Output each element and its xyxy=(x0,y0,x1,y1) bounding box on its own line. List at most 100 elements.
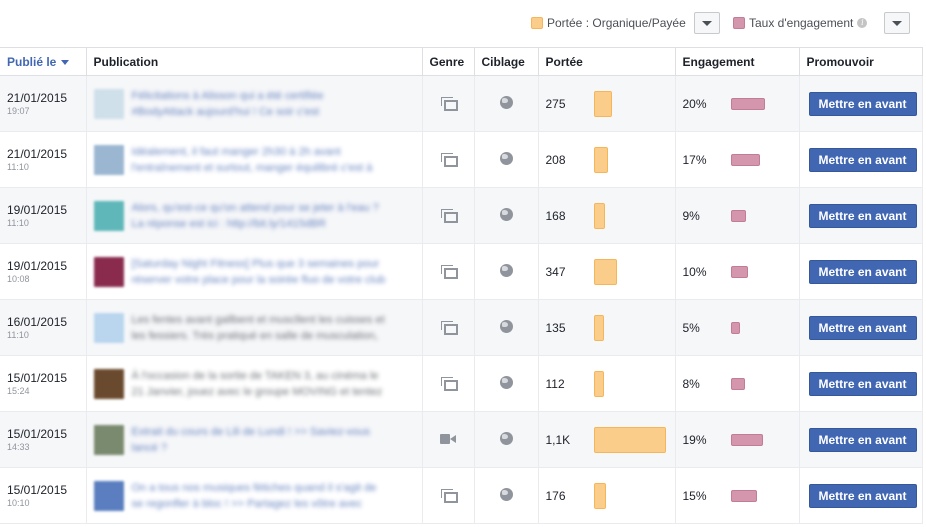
globe-icon xyxy=(499,207,513,221)
post-thumbnail[interactable] xyxy=(93,88,124,119)
post-thumbnail[interactable] xyxy=(93,368,124,399)
reach-value: 275 xyxy=(545,96,566,111)
post-text-line: #BodyAttack aujourd'hui ! Ce soir c'est xyxy=(131,105,320,118)
publication-cell[interactable]: Les fentes avant gallbent et muscllent l… xyxy=(86,299,423,356)
post-date: 15/01/2015 xyxy=(7,482,68,497)
reach-cell: 275 xyxy=(538,75,676,132)
publication-cell[interactable]: Extrait du cours de Lili de Lundi ! >> S… xyxy=(86,411,423,468)
post-text[interactable]: [Saturday Night Fitness] Plus que 3 sema… xyxy=(132,256,412,288)
reach-bar xyxy=(593,146,608,173)
column-published[interactable]: Publié le xyxy=(0,47,87,76)
globe-icon xyxy=(499,319,513,333)
post-date: 19/01/2015 xyxy=(7,202,68,217)
post-date: 15/01/2015 xyxy=(7,370,68,385)
promote-button[interactable]: Mettre en avant xyxy=(808,147,917,172)
engagement-swatch xyxy=(733,17,745,29)
promote-button[interactable]: Mettre en avant xyxy=(808,371,917,396)
table-row[interactable]: 15/01/2015 10:10 On a tous nos musiques … xyxy=(0,467,923,524)
column-publication[interactable]: Publication xyxy=(86,47,423,76)
engagement-bar xyxy=(730,265,748,278)
targeting-cell xyxy=(474,467,539,524)
post-thumbnail[interactable] xyxy=(93,312,124,343)
published-cell: 21/01/2015 11:10 xyxy=(0,131,87,188)
engagement-bar xyxy=(730,209,746,222)
post-time: 15:24 xyxy=(7,385,30,396)
genre-cell xyxy=(422,355,475,412)
post-text[interactable]: Alors, qu'est-ce qu'on attend pour se je… xyxy=(132,200,412,232)
column-reach[interactable]: Portée xyxy=(538,47,676,76)
promote-button[interactable]: Mettre en avant xyxy=(808,259,917,284)
promote-cell: Mettre en avant xyxy=(799,187,923,244)
post-thumbnail[interactable] xyxy=(93,144,124,175)
post-date: 21/01/2015 xyxy=(7,90,68,105)
engagement-value: 9% xyxy=(682,208,700,223)
engagement-bar xyxy=(730,321,740,334)
reach-value: 168 xyxy=(545,208,566,223)
post-icon xyxy=(441,264,458,279)
reach-legend: Portée : Organique/Payée xyxy=(531,16,686,30)
reach-dropdown-button[interactable] xyxy=(694,12,720,34)
table-row[interactable]: 15/01/2015 14:33 Extrait du cours de Lil… xyxy=(0,411,923,468)
post-time: 14:33 xyxy=(7,441,30,452)
post-text-line: 21 Janvier, jouez avec le groupe MOVING … xyxy=(131,385,383,398)
post-text-line: Extrait du cours de Lili de Lundi ! >> S… xyxy=(131,425,370,438)
column-engagement[interactable]: Engagement xyxy=(675,47,800,76)
post-text[interactable]: À l'occasion de la sortie de TAKEN 3, au… xyxy=(132,368,412,400)
post-text-line: Félicitations à Alisson qui a été certif… xyxy=(131,89,324,102)
post-thumbnail[interactable] xyxy=(93,256,124,287)
engagement-value: 10% xyxy=(682,264,707,279)
post-text[interactable]: On a tous nos musiques fétiches quand il… xyxy=(132,480,412,512)
engagement-bar xyxy=(730,97,765,110)
post-text[interactable]: Extrait du cours de Lili de Lundi ! >> S… xyxy=(132,424,412,456)
targeting-cell xyxy=(474,75,539,132)
reach-cell: 168 xyxy=(538,187,676,244)
post-text-line: On a tous nos musiques fétiches quand il… xyxy=(131,481,377,494)
post-text-line: les fessiers. Très pratiqué en salle de … xyxy=(131,329,378,342)
globe-icon xyxy=(499,375,513,389)
table-row[interactable]: 21/01/2015 19:07 Félicitations à Alisson… xyxy=(0,75,923,132)
table-header-row: Publié le Publication Genre Ciblage Port… xyxy=(0,47,923,76)
promote-cell: Mettre en avant xyxy=(799,355,923,412)
post-thumbnail[interactable] xyxy=(93,200,124,231)
globe-icon xyxy=(499,151,513,165)
post-text-line: Idéalement, il faut manger 2h30 à 2h ava… xyxy=(131,145,341,158)
publication-cell[interactable]: Félicitations à Alisson qui a été certif… xyxy=(86,75,423,132)
promote-button[interactable]: Mettre en avant xyxy=(808,483,917,508)
promote-button[interactable]: Mettre en avant xyxy=(808,203,917,228)
engagement-bar xyxy=(730,433,763,446)
engagement-value: 17% xyxy=(682,152,707,167)
column-genre[interactable]: Genre xyxy=(422,47,475,76)
promote-button[interactable]: Mettre en avant xyxy=(808,427,917,452)
targeting-cell xyxy=(474,411,539,468)
publication-cell[interactable]: On a tous nos musiques fétiches quand il… xyxy=(86,467,423,524)
post-thumbnail[interactable] xyxy=(93,480,124,511)
engagement-cell: 19% xyxy=(675,411,800,468)
promote-button[interactable]: Mettre en avant xyxy=(808,315,917,340)
publication-cell[interactable]: À l'occasion de la sortie de TAKEN 3, au… xyxy=(86,355,423,412)
table-row[interactable]: 19/01/2015 11:10 Alors, qu'est-ce qu'on … xyxy=(0,187,923,244)
table-row[interactable]: 21/01/2015 11:10 Idéalement, il faut man… xyxy=(0,131,923,188)
publication-cell[interactable]: Idéalement, il faut manger 2h30 à 2h ava… xyxy=(86,131,423,188)
publications-table: Publié le Publication Genre Ciblage Port… xyxy=(0,47,923,524)
promote-cell: Mettre en avant xyxy=(799,243,923,300)
post-text[interactable]: Félicitations à Alisson qui a été certif… xyxy=(132,88,412,120)
targeting-cell xyxy=(474,131,539,188)
table-row[interactable]: 16/01/2015 11:10 Les fentes avant gallbe… xyxy=(0,299,923,356)
table-row[interactable]: 19/01/2015 10:08 [Saturday Night Fitness… xyxy=(0,243,923,300)
engagement-dropdown-button[interactable] xyxy=(884,12,910,34)
publication-cell[interactable]: Alors, qu'est-ce qu'on attend pour se je… xyxy=(86,187,423,244)
publication-cell[interactable]: [Saturday Night Fitness] Plus que 3 sema… xyxy=(86,243,423,300)
post-text[interactable]: Les fentes avant gallbent et muscllent l… xyxy=(132,312,412,344)
table-row[interactable]: 15/01/2015 15:24 À l'occasion de la sort… xyxy=(0,355,923,412)
column-targeting[interactable]: Ciblage xyxy=(474,47,539,76)
post-time: 11:10 xyxy=(7,161,29,172)
globe-icon xyxy=(499,487,513,501)
post-thumbnail[interactable] xyxy=(93,424,124,455)
post-date: 15/01/2015 xyxy=(7,426,68,441)
chart-legend-bar: Portée : Organique/Payée Taux d'engageme… xyxy=(0,0,926,47)
info-icon[interactable]: i xyxy=(857,18,868,28)
promote-button[interactable]: Mettre en avant xyxy=(808,91,917,116)
post-time: 10:10 xyxy=(7,497,30,508)
post-text[interactable]: Idéalement, il faut manger 2h30 à 2h ava… xyxy=(132,144,412,176)
genre-cell xyxy=(422,411,475,468)
